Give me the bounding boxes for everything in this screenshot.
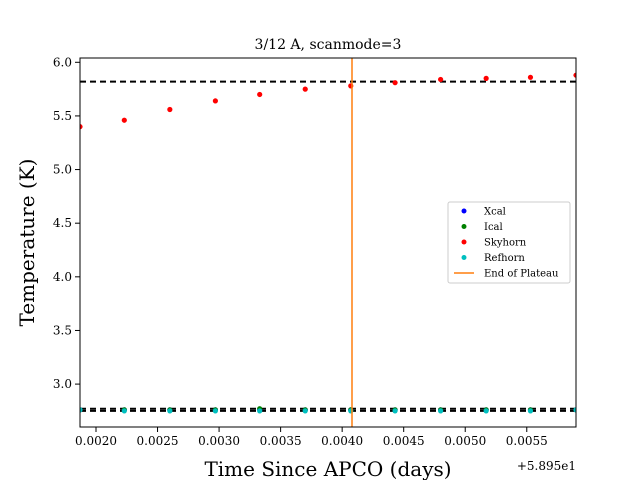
legend-box (447, 201, 571, 284)
skyhorn-point (121, 117, 127, 123)
x-tick-label: 0.0050 (444, 434, 486, 448)
refhorn-point (257, 408, 263, 414)
skyhorn-point (80, 124, 83, 130)
chart-title: 3/12 A, scanmode=3 (255, 37, 402, 53)
x-tick-label: 0.0045 (383, 434, 425, 448)
skyhorn-point (483, 75, 489, 81)
legend-label-refhorn: Refhorn (484, 253, 525, 264)
skyhorn-point (257, 91, 263, 98)
axes-layer: 0.0020 0.0025 0.0030 0.0035 0.0040 0.0045 0.00… (53, 55, 548, 448)
skyhorn-point (527, 74, 534, 80)
y-axis-label: Temperature (K) (15, 159, 39, 327)
y-tick-label: 6.0 (53, 55, 72, 69)
y-tick-label: 4.5 (53, 216, 72, 230)
skyhorn-point (167, 106, 173, 113)
x-tick-label: 0.0030 (198, 434, 240, 448)
legend-label-skyhorn: Skyhorn (484, 238, 527, 249)
x-axis-offset-label: +5.895e1 (517, 459, 576, 473)
y-tick-label: 4.0 (53, 270, 72, 284)
legend-label-xcal: Xcal (484, 207, 506, 218)
refhorn-point (438, 408, 444, 414)
skyhorn-point (302, 86, 308, 92)
legend-marker-ical (461, 224, 467, 229)
refhorn-point (302, 408, 308, 414)
refhorn-point (80, 407, 83, 413)
x-tick-label: 0.0020 (75, 434, 117, 448)
y-tick-label: 5.5 (53, 109, 72, 123)
skyhorn-point (573, 72, 576, 78)
legend-marker-xcal (461, 208, 467, 214)
skyhorn-point (438, 76, 444, 83)
plot-frame (79, 57, 577, 428)
x-tick-label: 0.0035 (260, 434, 302, 448)
series-layer (80, 58, 576, 427)
legend: Xcal Ical Skyhorn Refhorn End of Plateau (447, 201, 571, 284)
refhorn-point (121, 408, 127, 414)
x-axis-label: Time Since APCO (days) (204, 457, 451, 480)
y-tick-label: 3.0 (53, 377, 72, 391)
refhorn-point (527, 408, 534, 414)
legend-label-ical: Ical (484, 222, 503, 233)
refhorn-point (212, 408, 218, 414)
legend-label-end-of-plateau: End of Plateau (484, 269, 559, 280)
refhorn-point (392, 408, 398, 414)
legend-marker-skyhorn (461, 239, 467, 245)
x-tick-label: 0.0055 (506, 434, 548, 448)
refhorn-point (483, 408, 489, 414)
y-tick-label: 5.0 (53, 163, 72, 177)
skyhorn-point (212, 98, 218, 104)
skyhorn-point (392, 80, 398, 86)
legend-marker-refhorn (461, 255, 467, 260)
x-tick-label: 0.0040 (321, 434, 363, 448)
refhorn-point (573, 407, 576, 413)
x-tick-label: 0.0025 (137, 434, 179, 448)
refhorn-point (167, 408, 173, 414)
y-tick-label: 3.5 (53, 323, 72, 337)
